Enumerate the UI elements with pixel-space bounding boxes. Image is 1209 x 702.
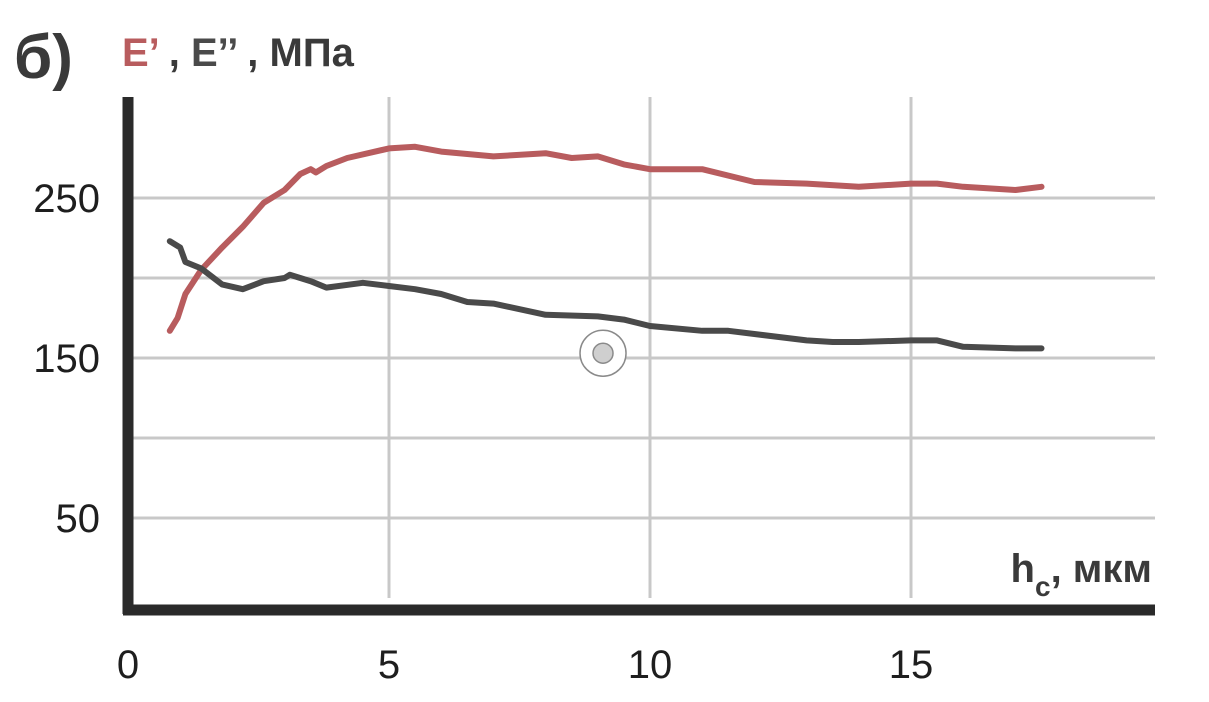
series-group xyxy=(166,143,1045,352)
x-axis-label-symbol: h xyxy=(1011,547,1035,591)
panel-label: б) xyxy=(14,23,73,92)
y-tick-label-150: 150 xyxy=(33,337,100,381)
y-axis-label-unit: МПа xyxy=(270,31,355,75)
x-tick-label-15: 15 xyxy=(889,643,934,687)
series-line-storage xyxy=(166,143,1045,334)
y-axis-label-sep1: , xyxy=(158,31,191,75)
y-axis-label: E’ , E’’ , МПа xyxy=(122,31,355,75)
y-tick-label-250: 250 xyxy=(33,177,100,221)
x-tick-label-5: 5 xyxy=(378,643,400,687)
axes xyxy=(122,97,1155,616)
y-axis-label-storage: E’ xyxy=(122,31,158,75)
series-line-loss xyxy=(166,238,1045,352)
x-axis-label-suffix: , мкм xyxy=(1051,547,1152,591)
x-tick-label-10: 10 xyxy=(628,643,673,687)
x-tick-label-0: 0 xyxy=(117,643,139,687)
y-axis-label-sep2: , xyxy=(236,31,269,75)
x-axis-label-subscript: c xyxy=(1035,571,1051,602)
cursor-marker-dot xyxy=(592,342,614,364)
cursor-marker[interactable] xyxy=(579,329,627,377)
x-axis-label: hc, мкм xyxy=(1011,547,1152,602)
tick-labels: 0 5 10 15 250 150 50 xyxy=(33,177,933,687)
y-axis-label-loss: E’’ xyxy=(191,31,236,75)
y-tick-label-50: 50 xyxy=(56,497,101,541)
